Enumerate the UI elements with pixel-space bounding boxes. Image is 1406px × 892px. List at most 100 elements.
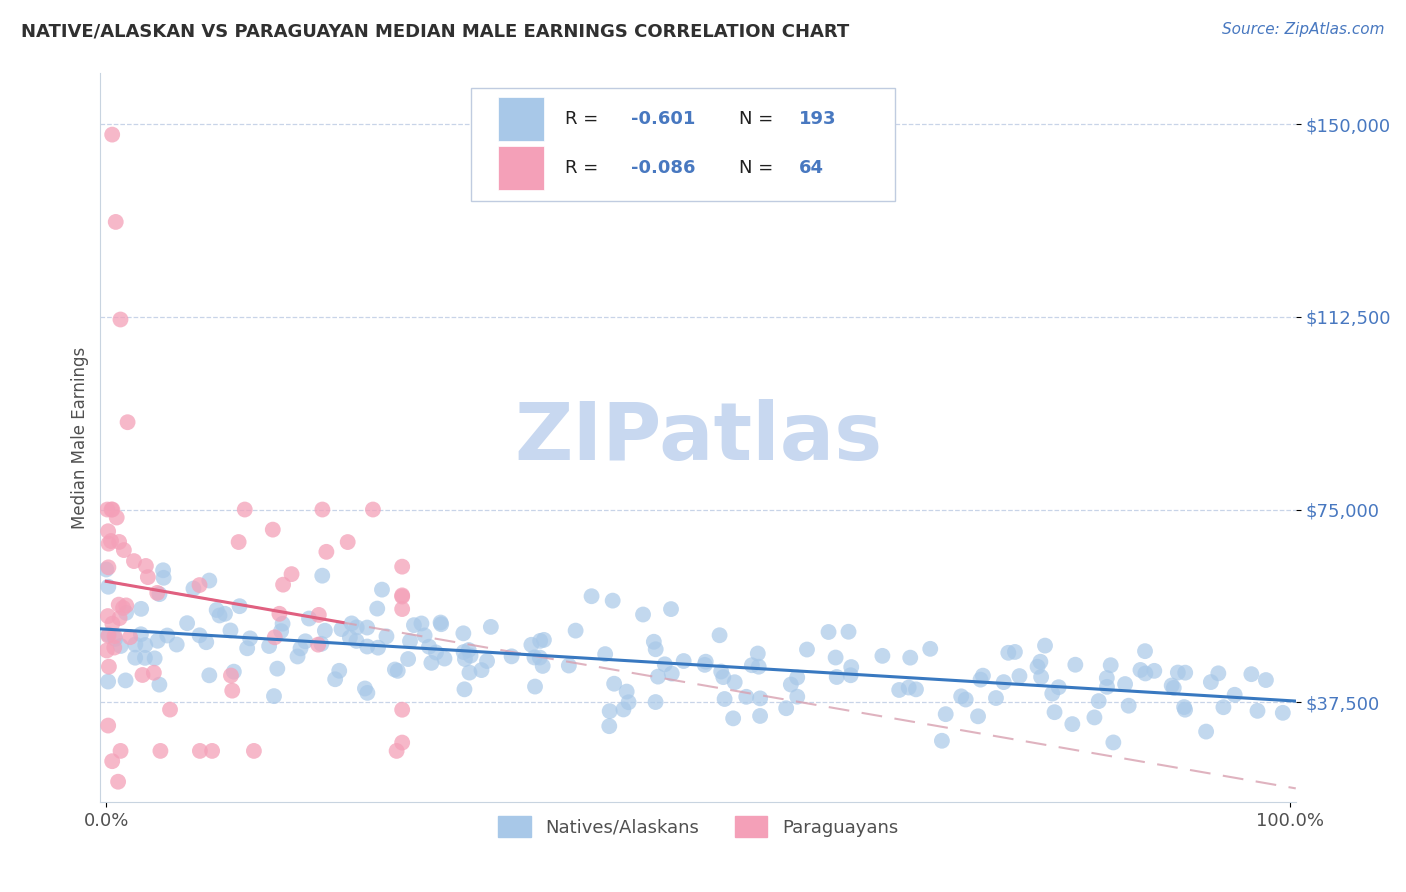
Point — [889, 683, 911, 698]
Point — [602, 593, 624, 607]
Point — [391, 602, 413, 616]
Point — [311, 637, 333, 651]
Point — [100, 534, 122, 549]
Point — [280, 567, 302, 582]
Point — [558, 658, 581, 673]
Point — [269, 607, 291, 621]
Point — [96, 502, 118, 516]
Point — [228, 599, 250, 614]
Point — [97, 629, 120, 643]
Point — [1114, 677, 1136, 691]
Point — [96, 643, 118, 657]
Point — [298, 611, 321, 625]
Point — [1223, 688, 1246, 702]
Point — [146, 633, 169, 648]
Point — [721, 711, 744, 725]
Point — [266, 662, 288, 676]
Point — [747, 647, 769, 661]
Legend: Natives/Alaskans, Paraguayans: Natives/Alaskans, Paraguayans — [491, 809, 905, 845]
Point — [709, 628, 731, 642]
Point — [222, 665, 245, 679]
Point — [110, 312, 132, 326]
Point — [920, 641, 942, 656]
Point — [1173, 700, 1195, 714]
Point — [108, 611, 131, 625]
Point — [453, 682, 475, 697]
Point — [228, 535, 250, 549]
Point — [430, 617, 453, 632]
Point — [520, 638, 543, 652]
Point — [817, 625, 839, 640]
Point — [336, 535, 359, 549]
Point — [1163, 681, 1185, 695]
Point — [1199, 675, 1222, 690]
Point — [693, 657, 716, 672]
Point — [993, 675, 1015, 690]
Point — [617, 695, 640, 709]
Point — [166, 638, 188, 652]
Point — [110, 639, 132, 653]
Point — [529, 633, 551, 648]
Point — [214, 607, 236, 621]
Point — [103, 629, 125, 643]
Point — [950, 690, 973, 704]
Point — [183, 582, 205, 596]
Point — [1271, 706, 1294, 720]
FancyBboxPatch shape — [471, 87, 896, 201]
Point — [271, 577, 294, 591]
Point — [391, 559, 413, 574]
Point — [775, 701, 797, 715]
Point — [112, 601, 135, 615]
Point — [346, 620, 368, 634]
Point — [290, 641, 312, 656]
Point — [314, 624, 336, 638]
Bar — [499, 97, 544, 141]
Point — [97, 580, 120, 594]
Point — [396, 652, 419, 666]
Point — [205, 603, 228, 617]
Point — [104, 632, 127, 646]
Point — [972, 668, 994, 682]
Point — [287, 649, 309, 664]
Point — [429, 615, 451, 630]
Text: -0.601: -0.601 — [631, 110, 696, 128]
Point — [654, 657, 676, 672]
Point — [100, 502, 122, 516]
Point — [201, 744, 224, 758]
Point — [661, 666, 683, 681]
Point — [1062, 717, 1084, 731]
Point — [107, 774, 129, 789]
Point — [1029, 655, 1052, 669]
Point — [457, 643, 479, 657]
Point — [391, 588, 413, 602]
Point — [749, 691, 772, 706]
Point — [647, 670, 669, 684]
Point — [1118, 698, 1140, 713]
Point — [524, 680, 547, 694]
Point — [1129, 663, 1152, 677]
Point — [97, 627, 120, 641]
Point — [786, 690, 808, 704]
Point — [97, 609, 120, 624]
Point — [531, 659, 554, 673]
Point — [741, 658, 763, 673]
Point — [391, 590, 413, 604]
Point — [97, 560, 120, 574]
Text: -0.086: -0.086 — [631, 159, 696, 177]
Point — [330, 622, 353, 636]
Point — [188, 628, 211, 642]
Point — [135, 558, 157, 573]
Point — [839, 668, 862, 682]
Text: N =: N = — [738, 159, 779, 177]
Point — [156, 628, 179, 642]
Point — [356, 640, 378, 654]
Point — [339, 631, 361, 645]
Point — [695, 655, 717, 669]
Point — [270, 624, 292, 638]
Point — [529, 650, 551, 665]
Point — [1102, 735, 1125, 749]
Point — [219, 668, 242, 682]
Point — [418, 640, 440, 654]
Point — [1133, 644, 1156, 658]
Point — [129, 602, 152, 616]
